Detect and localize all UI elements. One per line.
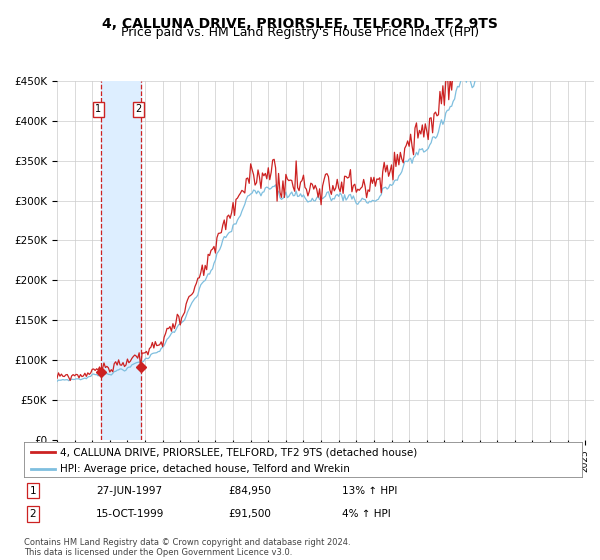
Text: 1: 1 (29, 486, 37, 496)
Text: 15-OCT-1999: 15-OCT-1999 (96, 509, 164, 519)
Text: £84,950: £84,950 (228, 486, 271, 496)
Text: 2: 2 (136, 104, 142, 114)
Text: HPI: Average price, detached house, Telford and Wrekin: HPI: Average price, detached house, Telf… (60, 464, 350, 474)
Text: Price paid vs. HM Land Registry's House Price Index (HPI): Price paid vs. HM Land Registry's House … (121, 26, 479, 39)
Text: £91,500: £91,500 (228, 509, 271, 519)
Text: 13% ↑ HPI: 13% ↑ HPI (342, 486, 397, 496)
Bar (101, 81, 142, 440)
Text: Contains HM Land Registry data © Crown copyright and database right 2024.
This d: Contains HM Land Registry data © Crown c… (24, 538, 350, 557)
Text: 1: 1 (95, 104, 101, 114)
Text: 4% ↑ HPI: 4% ↑ HPI (342, 509, 391, 519)
Text: 4, CALLUNA DRIVE, PRIORSLEE, TELFORD, TF2 9TS (detached house): 4, CALLUNA DRIVE, PRIORSLEE, TELFORD, TF… (60, 447, 418, 457)
Text: 2: 2 (29, 509, 37, 519)
Text: 27-JUN-1997: 27-JUN-1997 (96, 486, 162, 496)
Text: 4, CALLUNA DRIVE, PRIORSLEE, TELFORD, TF2 9TS: 4, CALLUNA DRIVE, PRIORSLEE, TELFORD, TF… (102, 17, 498, 31)
